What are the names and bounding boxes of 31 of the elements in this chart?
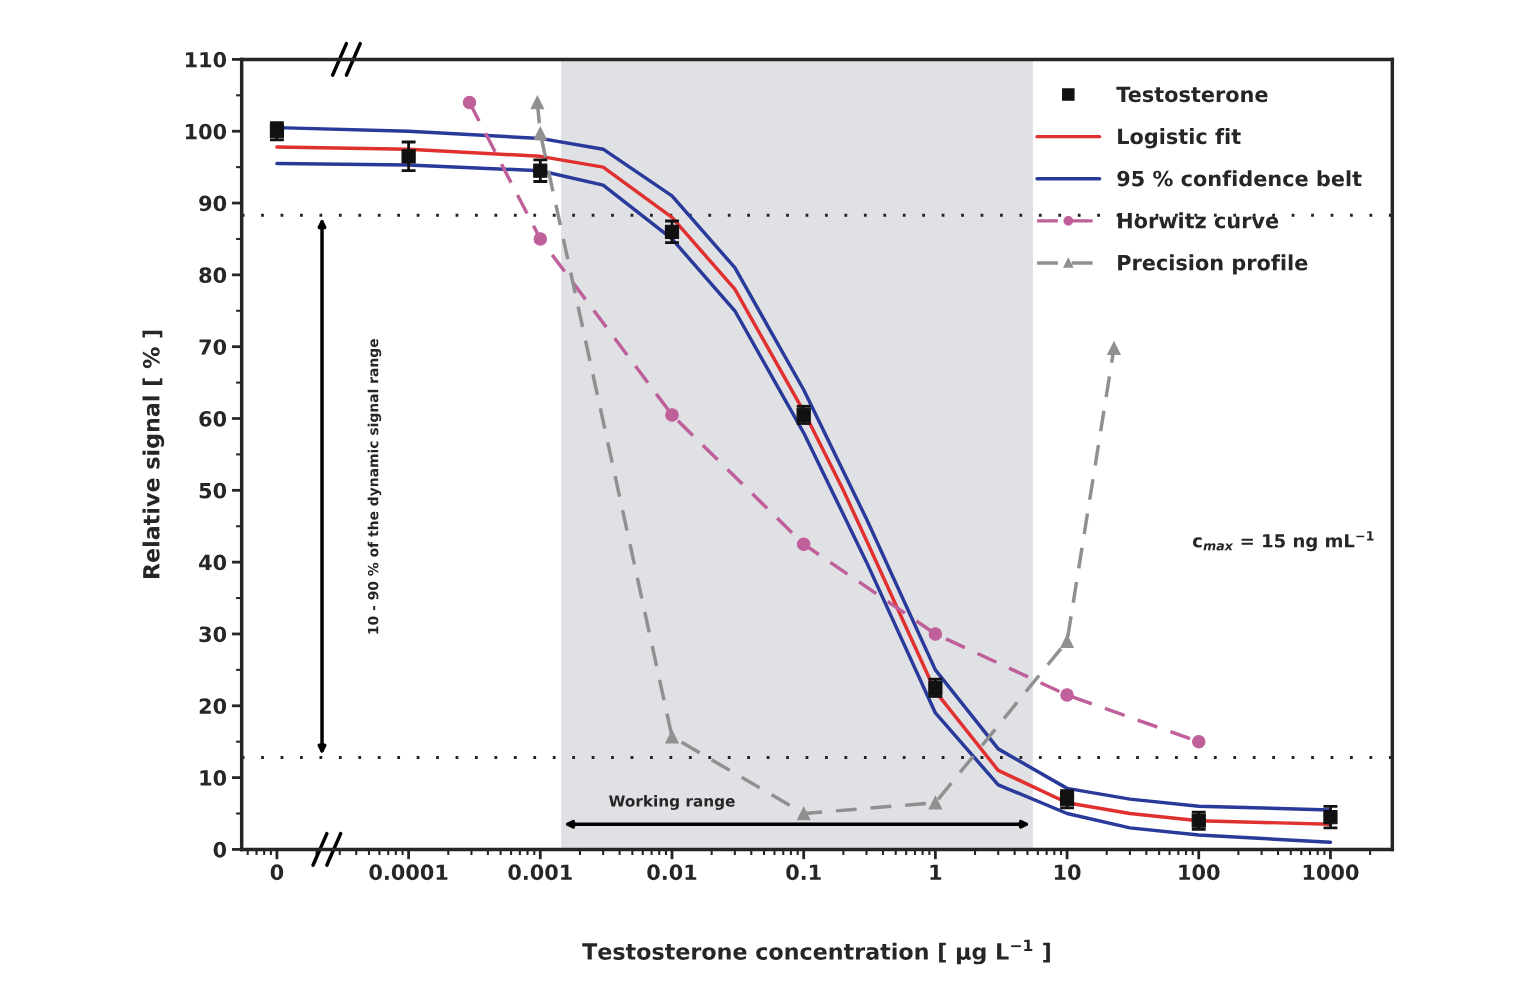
y-tick-label: 30: [199, 626, 227, 643]
legend-label: Horwitz curve: [1118, 212, 1279, 229]
x-tick-label: 0: [270, 864, 284, 881]
x-tick-label: 0.001: [508, 864, 572, 881]
legend-label: 95 % confidence belt: [1117, 170, 1362, 187]
x-tick-label: 1: [930, 864, 942, 880]
band-label: Working range: [609, 795, 735, 810]
y-tick-label: 70: [199, 339, 227, 355]
x-tick-label: 10: [1054, 864, 1081, 881]
y-tick-label: 10: [200, 770, 227, 786]
x-tick-label: 100: [1179, 864, 1220, 881]
legend-label: Testosterone: [1116, 86, 1268, 103]
legend-label: Precision profile: [1118, 254, 1308, 275]
y-tick-label: 20: [199, 698, 227, 714]
y-tick-label: 110: [185, 51, 227, 68]
y-tick-label: 40: [199, 554, 227, 571]
x-axis-title: Testosterone concentration [ µg L$^{−1}$ ]: [582, 939, 1050, 965]
y-tick-label: 80: [199, 267, 227, 284]
annotation: 10 - 90 % of the dynamic signal range: [367, 339, 382, 634]
y-tick-label: 90: [199, 195, 227, 212]
x-tick-label: 1000: [1303, 864, 1359, 881]
x-tick-label: 0.0001: [369, 864, 448, 881]
legend-label: Logistic fit: [1118, 128, 1241, 149]
y-axis-title: Relative signal [ % ]: [142, 330, 165, 579]
annotation: c$_{max}$ = 15 ng mL$^{−1}$: [1192, 531, 1374, 552]
y-tick-label: 100: [185, 123, 227, 140]
x-tick-label: 0.1: [786, 864, 821, 881]
y-tick-label: 60: [199, 410, 227, 427]
y-tick-label: 0: [213, 841, 227, 858]
y-tick-label: 50: [199, 482, 227, 499]
x-tick-label: 0.01: [647, 864, 697, 881]
